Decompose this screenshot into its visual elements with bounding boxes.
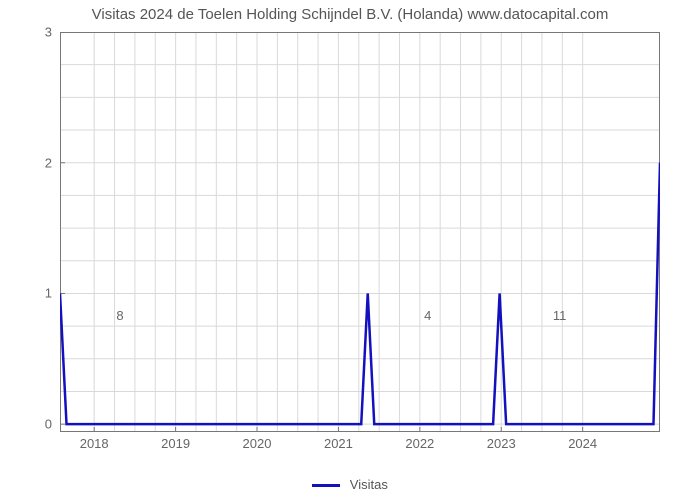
legend-label: Visitas <box>350 477 388 492</box>
y-tick-label: 2 <box>45 155 52 170</box>
y-tick-label: 0 <box>45 417 52 432</box>
y-tick-label: 3 <box>45 25 52 40</box>
x-tick-label: 2021 <box>324 436 353 451</box>
x-tick-label: 2022 <box>405 436 434 451</box>
x-tick-label: 2018 <box>80 436 109 451</box>
y-axis-ticks: 0123 <box>0 32 60 432</box>
legend: Visitas <box>0 477 700 492</box>
x-tick-label: 2023 <box>487 436 516 451</box>
x-tick-label: 2020 <box>243 436 272 451</box>
legend-swatch <box>312 484 340 487</box>
chart-title: Visitas 2024 de Toelen Holding Schijndel… <box>0 0 700 23</box>
chart-container: Visitas 2024 de Toelen Holding Schijndel… <box>0 0 700 500</box>
x-axis-ticks: 2018 2019 2020 2021 2022 2023 2024 <box>60 436 660 452</box>
plot-area: 84116 <box>60 32 660 432</box>
plot-svg <box>60 32 660 432</box>
x-tick-label: 2024 <box>568 436 597 451</box>
x-tick-label: 2019 <box>161 436 190 451</box>
y-tick-label: 1 <box>45 286 52 301</box>
